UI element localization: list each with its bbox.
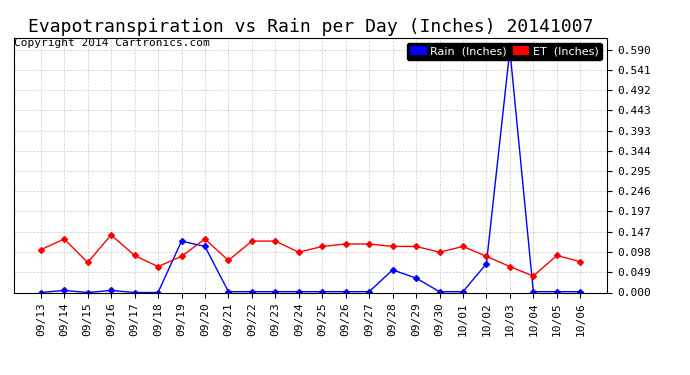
Title: Evapotranspiration vs Rain per Day (Inches) 20141007: Evapotranspiration vs Rain per Day (Inch…	[28, 18, 593, 36]
Legend: Rain  (Inches), ET  (Inches): Rain (Inches), ET (Inches)	[407, 43, 602, 60]
Text: Copyright 2014 Cartronics.com: Copyright 2014 Cartronics.com	[14, 38, 210, 48]
